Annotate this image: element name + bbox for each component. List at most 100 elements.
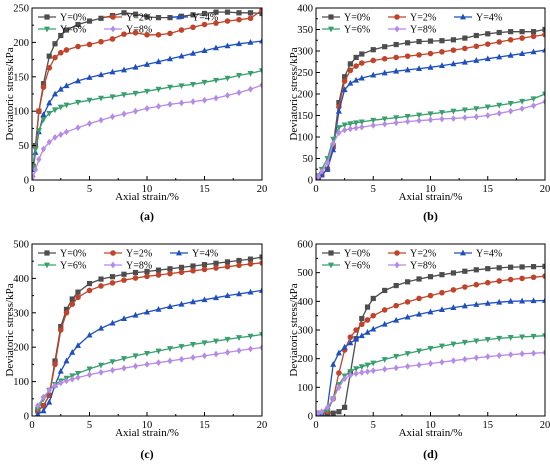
data-point <box>190 24 196 31</box>
data-point <box>450 341 457 348</box>
data-point <box>109 359 116 366</box>
data-point <box>416 295 422 302</box>
data-point <box>382 120 388 128</box>
data-point <box>35 410 41 416</box>
data-point <box>132 311 139 318</box>
y-tick-label: 0 <box>308 176 313 187</box>
data-point <box>178 300 185 307</box>
data-point <box>450 357 456 365</box>
data-point <box>86 287 93 294</box>
y-tick-label: 0 <box>24 412 29 423</box>
data-point <box>542 26 545 33</box>
data-point <box>530 264 537 270</box>
data-point <box>190 98 196 105</box>
data-point <box>52 361 58 368</box>
data-point <box>473 338 480 345</box>
data-point <box>224 75 231 82</box>
data-point <box>52 90 58 97</box>
data-point <box>201 79 208 86</box>
data-point <box>75 370 81 377</box>
data-point <box>36 108 42 114</box>
data-point <box>530 333 537 340</box>
data-point <box>519 264 525 270</box>
data-point <box>519 105 525 113</box>
x-tick-label: 15 <box>483 420 494 431</box>
x-axis-label: Axial strain/% <box>115 191 179 203</box>
data-point <box>542 91 545 98</box>
data-point <box>75 124 81 132</box>
data-point <box>485 266 491 272</box>
data-point <box>393 67 400 74</box>
data-point <box>462 355 468 363</box>
data-point <box>542 273 545 279</box>
data-point <box>98 368 104 376</box>
data-point <box>370 117 377 124</box>
y-axis-label: Deviatoric stress/kPa <box>4 283 16 376</box>
data-point <box>46 138 52 146</box>
data-point <box>473 113 479 121</box>
y-axis-label: Deviatoric stress/kPa <box>288 47 300 140</box>
legend-marker <box>394 14 400 20</box>
data-point <box>393 115 400 122</box>
data-point <box>462 35 468 41</box>
data-point <box>144 88 150 95</box>
y-axis-label: Deviatoric stress/kPa <box>288 283 300 376</box>
data-point <box>75 342 81 348</box>
y-tick-label: 50 <box>19 141 30 152</box>
legend-marker <box>394 25 400 33</box>
data-point <box>473 106 480 113</box>
data-point <box>461 58 468 65</box>
data-point <box>259 10 262 17</box>
data-point <box>542 349 545 357</box>
data-point <box>393 302 399 309</box>
legend-label: Y=6% <box>60 25 86 36</box>
data-point <box>40 407 47 414</box>
data-point <box>473 57 480 63</box>
x-axis-label: Axial strain/% <box>115 427 179 439</box>
data-point <box>190 12 196 18</box>
data-point <box>132 275 139 281</box>
legend-label: Y=0% <box>344 13 370 24</box>
y-tick-label: 200 <box>13 38 29 49</box>
data-point <box>530 96 537 103</box>
data-point <box>109 366 116 374</box>
data-point <box>32 146 39 153</box>
data-point <box>364 328 371 335</box>
data-point <box>353 63 359 69</box>
data-point <box>427 308 434 315</box>
data-point <box>40 117 47 123</box>
data-point <box>342 74 348 80</box>
data-point <box>35 128 42 134</box>
data-point <box>167 303 173 310</box>
data-point <box>353 54 359 61</box>
data-point <box>86 366 93 373</box>
data-point <box>247 85 254 93</box>
data-point <box>330 146 337 153</box>
data-point <box>335 349 342 356</box>
data-point <box>190 298 196 305</box>
data-point <box>359 60 365 66</box>
data-point <box>86 120 93 127</box>
data-point <box>155 102 162 110</box>
data-point <box>35 402 41 410</box>
data-point <box>98 276 104 282</box>
data-point <box>381 55 388 62</box>
data-point <box>404 113 411 120</box>
data-point <box>416 361 422 369</box>
data-point <box>259 8 262 13</box>
data-point <box>86 74 93 80</box>
data-point <box>144 361 150 368</box>
x-tick-label: 0 <box>313 184 318 195</box>
data-point <box>167 84 173 91</box>
data-point <box>484 337 491 343</box>
data-point <box>542 31 545 38</box>
data-point <box>359 51 365 57</box>
data-point <box>32 166 39 174</box>
data-point <box>404 313 411 320</box>
data-point <box>393 54 399 61</box>
data-point <box>347 371 353 379</box>
data-point <box>530 274 537 281</box>
data-point <box>438 343 445 350</box>
data-point <box>247 261 254 267</box>
data-point <box>75 21 81 28</box>
